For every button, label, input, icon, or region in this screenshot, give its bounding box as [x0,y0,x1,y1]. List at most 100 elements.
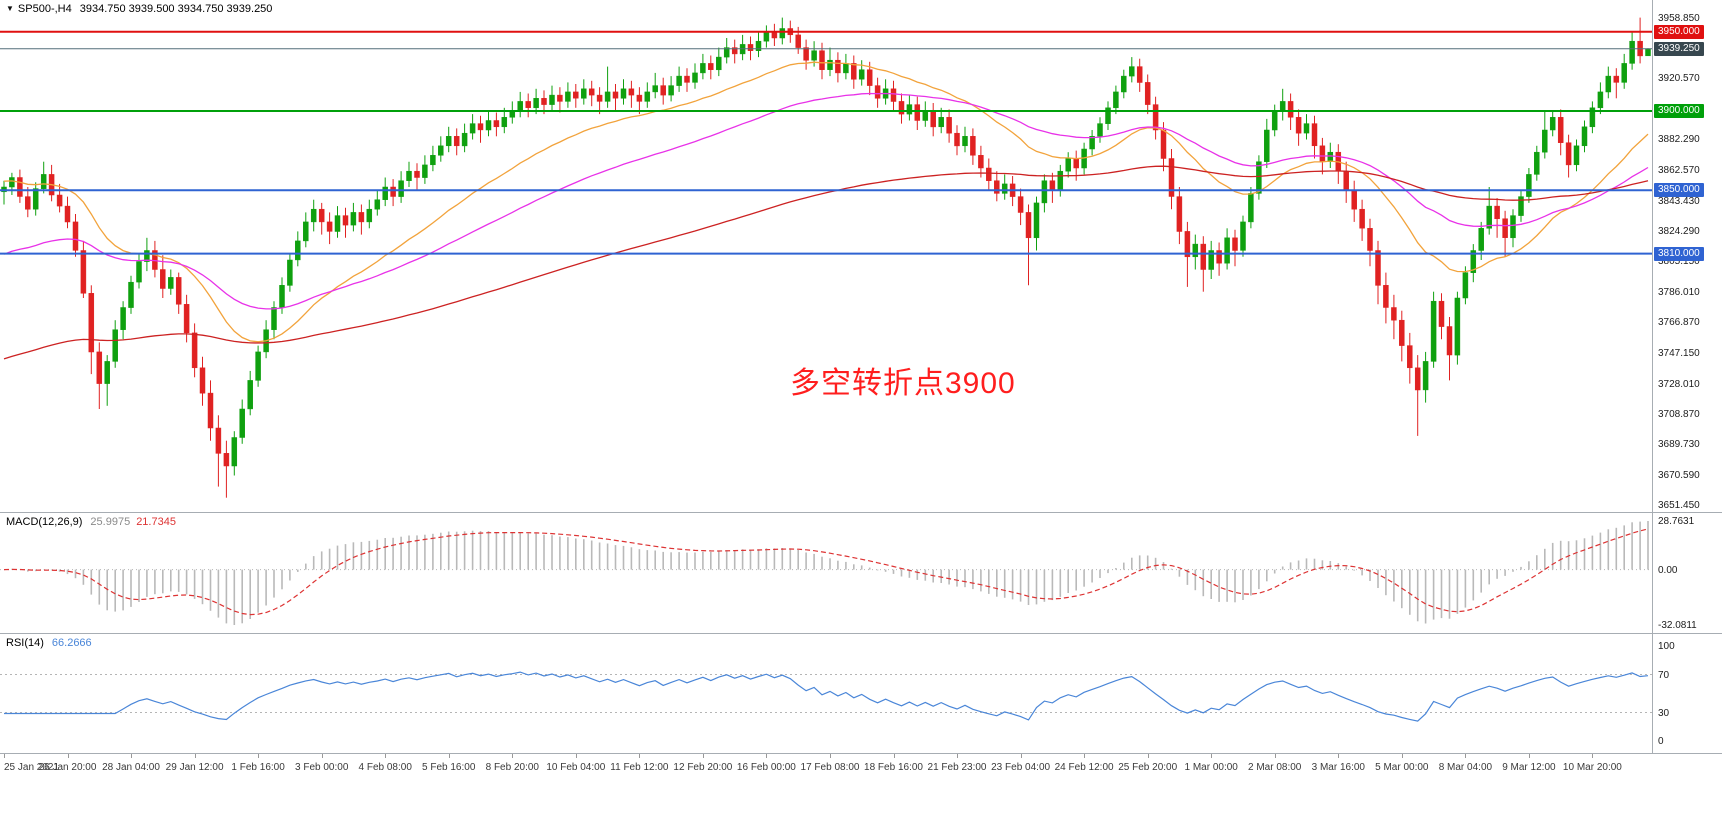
price-tick-label: 3766.870 [1658,316,1700,328]
rsi-axis-label: 30 [1658,707,1670,719]
time-label: 26 Jan 20:00 [38,762,97,773]
symbol-title: SP500-,H4 [17,3,72,15]
macd-plot[interactable] [0,513,1652,633]
price-badge: 3950.000 [1654,24,1704,39]
rsi-header: RSI(14) 66.2666 [6,637,92,649]
time-label: 11 Feb 12:00 [610,762,669,773]
rsi-plot[interactable] [0,634,1652,753]
time-label: 1 Mar 00:00 [1184,762,1238,773]
time-tick [67,754,69,758]
moving-averages-group [3,61,1649,360]
price-tick-label: 3958.850 [1658,12,1700,24]
time-label: 29 Jan 12:00 [165,762,224,773]
time-label: 3 Feb 00:00 [295,762,349,773]
time-tick [1592,754,1594,758]
time-tick [1084,754,1086,758]
price-tick-label: 3747.150 [1658,348,1700,360]
time-tick [957,754,958,758]
ma-slow-line [3,165,1649,360]
rsi-value: 66.2666 [51,637,92,649]
time-tick [575,754,577,758]
time-tick [830,754,831,758]
price-tick-label: 3805.150 [1658,256,1700,268]
time-label: 16 Feb 00:00 [736,762,796,773]
time-tick [1211,754,1213,758]
time-tick [1274,754,1276,758]
time-label: 25 Jan 2021 [4,762,60,773]
time-tick [893,754,895,758]
macd-histogram-group [11,521,1649,625]
price-tick-label: 3689.730 [1658,439,1700,451]
time-tick [321,754,323,758]
horizontal-levels-group [0,30,1652,255]
candlestick-plot[interactable] [0,0,1652,512]
time-tick [448,754,450,758]
time-label: 10 Mar 20:00 [1562,762,1622,773]
macd-title: MACD(12,26,9) [6,516,83,528]
time-tick [258,754,260,758]
candles-group [1,17,1651,498]
time-label: 1 Feb 16:00 [231,762,285,773]
price-tick-label: 3670.590 [1658,469,1700,481]
ma-mid-line [3,92,1649,310]
price-tick-label: 3651.450 [1658,499,1700,511]
time-label: 12 Feb 20:00 [673,762,733,773]
time-tick [131,754,132,758]
time-tick [766,754,768,758]
chart-annotation-text: 多空转折点3900 [790,367,1016,400]
price-badge: 3900.000 [1654,103,1704,118]
time-label: 9 Mar 12:00 [1502,762,1556,773]
price-badge: 3810.000 [1654,246,1704,261]
axis-separator [1652,0,1653,753]
time-label: 23 Feb 04:00 [991,762,1051,773]
macd-axis-label: 0.00 [1658,564,1678,576]
price-tick-label: 3824.290 [1658,225,1700,237]
time-label: 2 Mar 08:00 [1248,762,1302,773]
time-label: 10 Feb 04:00 [546,762,606,773]
time-label: 4 Feb 08:00 [358,762,412,773]
symbol-marker-icon: ▼ [6,4,14,13]
time-label: 21 Feb 23:00 [927,762,987,773]
price-tick-label: 3786.010 [1658,286,1700,298]
price-tick-label: 3920.570 [1658,73,1700,85]
rsi-title: RSI(14) [6,637,44,649]
price-tick-label: 3882.290 [1658,134,1700,146]
price-axis: 3958.850 3920.570 3882.290 3862.570 3843.430… [1653,0,1722,790]
quote-ohlc: 3934.750 3939.500 3934.750 3939.250 [79,3,273,15]
price-tick-label: 3862.570 [1658,165,1700,177]
chart-header: ▼ SP500-,H4 3934.750 3939.500 3934.750 393… [6,3,272,15]
macd-header: MACD(12,26,9) 25.9975 21.7345 [6,516,176,528]
time-label: 5 Feb 16:00 [422,762,476,773]
time-label: 5 Mar 00:00 [1375,762,1429,773]
rsi-axis-label: 70 [1658,669,1670,681]
macd-value-main: 25.9975 [90,516,131,528]
time-tick [512,754,514,758]
macd-axis-label: -32.0811 [1658,620,1697,631]
time-tick [639,754,641,758]
time-axis: 25 Jan 2021 26 Jan 20:00 28 Jan 04:00 29 Ja… [0,754,1652,788]
price-badge: 3850.000 [1654,183,1704,198]
price-tick-label: 3728.010 [1658,378,1700,390]
rsi-axis-label: 0 [1658,736,1664,747]
panel-separator [0,512,1722,513]
time-tick [1338,754,1340,758]
time-label: 8 Feb 20:00 [485,762,539,773]
ma-fast-line [3,61,1649,343]
time-tick [4,754,5,758]
rsi-line [4,671,1649,722]
time-tick [1020,754,1022,758]
panel-separator [0,753,1722,754]
time-tick [1465,754,1467,758]
rsi-axis-label: 100 [1658,641,1675,652]
price-badge: 3939.250 [1654,41,1704,56]
time-label: 28 Jan 04:00 [102,762,160,773]
time-label: 8 Mar 04:00 [1438,762,1493,773]
time-label: 17 Feb 08:00 [800,762,860,773]
macd-axis-label: 28.7631 [1658,516,1695,527]
time-label: 18 Feb 16:00 [864,762,923,773]
time-label: 24 Feb 12:00 [1054,762,1114,773]
macd-signal-line [3,528,1649,616]
price-tick-label: 3843.430 [1658,195,1700,207]
time-tick [1401,754,1403,758]
